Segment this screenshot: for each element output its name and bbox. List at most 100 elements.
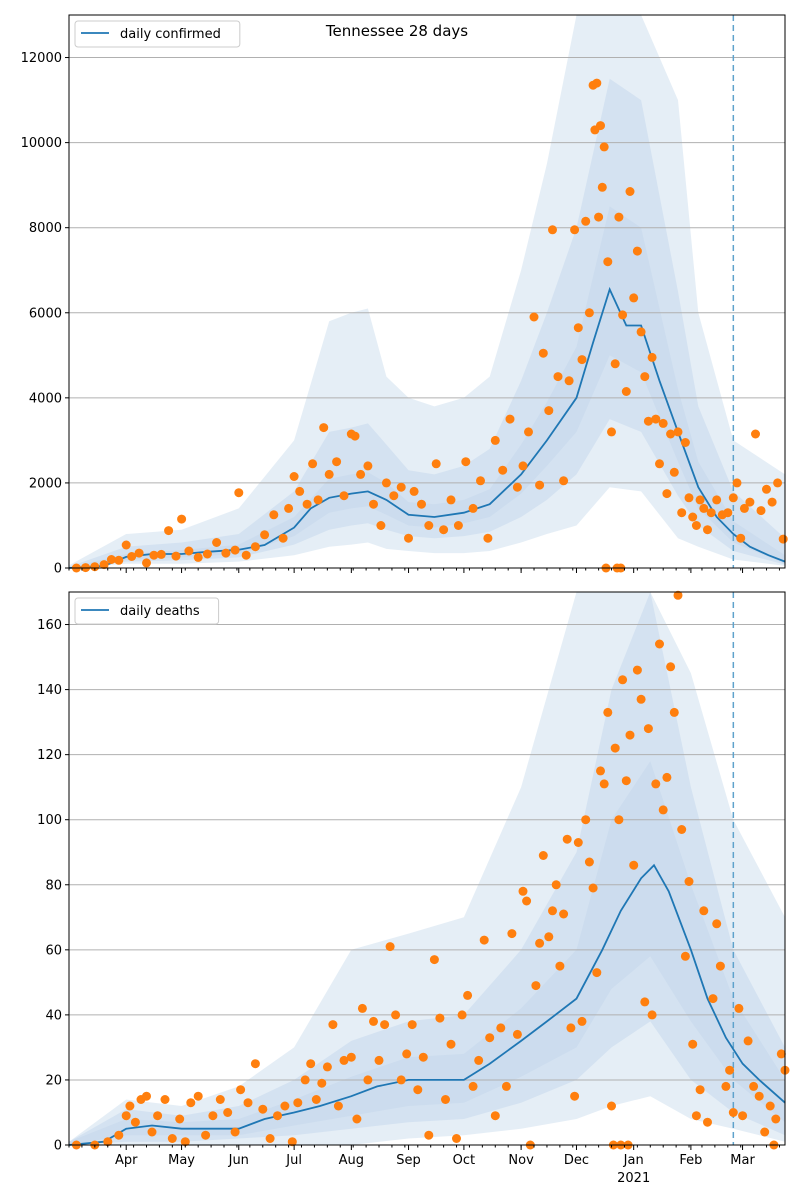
deaths-y-tick-label: 140 xyxy=(37,683,62,698)
deaths-x-tick-label: Mar xyxy=(730,1153,755,1168)
confirmed-observed-point xyxy=(703,525,712,535)
confirmed-observed-point xyxy=(396,482,406,492)
deaths-observed-point xyxy=(230,1127,240,1137)
deaths-observed-point xyxy=(621,776,631,786)
deaths-x-tick-label: Oct xyxy=(453,1153,475,1168)
deaths-observed-point xyxy=(708,994,718,1004)
confirmed-observed-point xyxy=(483,533,493,543)
confirmed-observed-point xyxy=(99,560,109,570)
deaths-observed-point xyxy=(317,1078,327,1088)
confirmed-observed-point xyxy=(728,493,738,503)
deaths-observed-point xyxy=(577,1016,587,1026)
confirmed-y-tick-label: 0 xyxy=(54,562,62,577)
deaths-observed-point xyxy=(435,1013,445,1023)
confirmed-observed-point xyxy=(640,372,650,382)
confirmed-observed-point xyxy=(695,495,705,505)
confirmed-observed-point xyxy=(106,555,116,564)
deaths-observed-point xyxy=(512,1029,522,1039)
deaths-observed-point xyxy=(147,1127,157,1137)
deaths-legend-box xyxy=(74,597,220,625)
confirmed-observed-point xyxy=(202,549,212,559)
deaths-observed-point xyxy=(743,1036,753,1046)
confirmed-observed-point xyxy=(647,352,657,362)
confirmed-observed-point xyxy=(538,348,548,358)
deaths-observed-point xyxy=(485,1033,495,1043)
confirmed-observed-point xyxy=(295,486,305,496)
confirmed-observed-point xyxy=(278,533,288,543)
deaths-x-year-label: 2021 xyxy=(617,1171,650,1186)
confirmed-observed-point xyxy=(564,376,574,386)
confirmed-legend-label: daily confirmed xyxy=(120,27,221,42)
confirmed-observed-point xyxy=(739,503,749,513)
confirmed-observed-point xyxy=(446,495,456,505)
deaths-observed-point xyxy=(684,877,694,886)
deaths-observed-point xyxy=(588,883,598,893)
deaths-bands xyxy=(69,592,785,1145)
deaths-observed-point xyxy=(306,1059,316,1069)
deaths-observed-point xyxy=(250,1059,260,1069)
deaths-observed-point xyxy=(669,707,679,717)
confirmed-observed-point xyxy=(621,387,631,396)
confirmed-observed-point xyxy=(592,78,602,88)
confirmed-observed-point xyxy=(234,488,244,498)
deaths-observed-point xyxy=(599,779,609,789)
confirmed-observed-point xyxy=(468,503,478,513)
deaths-observed-point xyxy=(573,838,583,847)
deaths-observed-point xyxy=(610,743,620,753)
deaths-observed-point xyxy=(551,880,561,890)
deaths-observed-point xyxy=(258,1104,268,1114)
deaths-observed-point xyxy=(193,1091,203,1101)
deaths-observed-point xyxy=(749,1081,759,1091)
deaths-observed-point xyxy=(452,1134,461,1143)
deaths-observed-point xyxy=(413,1085,423,1095)
confirmed-observed-point xyxy=(544,406,554,416)
deaths-observed-point xyxy=(243,1098,253,1108)
deaths-legend: daily deaths xyxy=(74,597,220,625)
deaths-x-tick-label: Sep xyxy=(396,1153,421,1168)
deaths-observed-point xyxy=(300,1075,310,1085)
deaths-observed-point xyxy=(496,1023,506,1033)
confirmed-observed-point xyxy=(603,257,613,267)
confirmed-observed-point xyxy=(269,510,279,520)
confirmed-y-tick-label: 6000 xyxy=(29,306,62,321)
confirmed-y-tick-label: 10000 xyxy=(21,136,62,151)
confirmed-observed-point xyxy=(581,216,591,226)
deaths-observed-point xyxy=(424,1130,434,1140)
deaths-observed-point xyxy=(607,1101,616,1111)
deaths-observed-point xyxy=(280,1101,290,1111)
deaths-x-tick-label: Aug xyxy=(339,1153,364,1168)
confirmed-observed-point xyxy=(324,469,334,479)
confirmed-observed-point xyxy=(662,489,672,499)
deaths-x-tick-label: Nov xyxy=(508,1153,534,1168)
confirmed-observed-point xyxy=(625,187,635,196)
deaths-observed-point xyxy=(103,1137,113,1147)
confirmed-observed-point xyxy=(127,552,137,561)
confirmed-observed-point xyxy=(691,521,701,530)
deaths-observed-point xyxy=(167,1134,177,1143)
deaths-y-tick-label: 160 xyxy=(37,618,62,633)
confirmed-observed-point xyxy=(381,478,391,488)
deaths-observed-point xyxy=(643,724,653,734)
deaths-observed-point xyxy=(175,1114,185,1124)
confirmed-bands xyxy=(69,15,785,569)
deaths-observed-point xyxy=(501,1081,511,1091)
deaths-observed-point xyxy=(215,1095,225,1104)
deaths-observed-point xyxy=(647,1010,657,1020)
confirmed-observed-point xyxy=(505,414,515,424)
deaths-x-tick-label: May xyxy=(168,1153,195,1168)
confirmed-observed-point xyxy=(584,308,594,318)
deaths-observed-point xyxy=(201,1130,211,1140)
deaths-observed-point xyxy=(180,1137,190,1147)
deaths-observed-point xyxy=(265,1134,275,1143)
confirmed-observed-point xyxy=(614,212,624,222)
confirmed-observed-point xyxy=(260,530,270,540)
confirmed-observed-points xyxy=(71,78,788,573)
confirmed-observed-point xyxy=(559,476,569,486)
deaths-observed-point xyxy=(754,1091,764,1101)
confirmed-observed-point xyxy=(417,499,426,509)
confirmed-observed-point xyxy=(332,457,342,467)
deaths-panel: 0 20 40 60 80 100 120 140 160 Apr May Jun Jul Aug Sep… xyxy=(37,590,790,1186)
confirmed-y-tick-label: 2000 xyxy=(29,476,62,491)
deaths-observed-point xyxy=(142,1091,151,1101)
deaths-observed-point xyxy=(592,968,602,978)
